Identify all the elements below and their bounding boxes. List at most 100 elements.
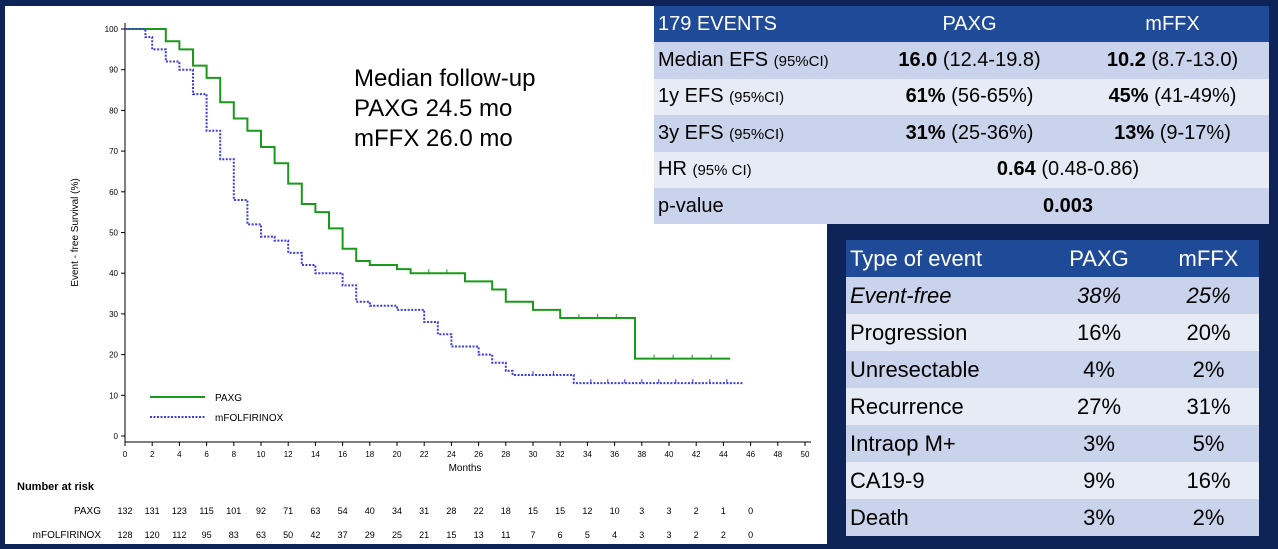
- event-paxg: 9%: [1040, 462, 1154, 499]
- event-row: CA19-9 9% 16%: [846, 462, 1259, 499]
- risk-count: 15: [555, 506, 566, 516]
- risk-count: 5: [584, 530, 590, 540]
- event-mffx: 5%: [1154, 425, 1259, 462]
- follow-up-text: Median follow-up PAXG 24.5 mo mFFX 26.0 …: [354, 64, 535, 154]
- event-paxg: 3%: [1040, 425, 1154, 462]
- efs-1y-mffx: 45% (41-49%): [1072, 78, 1269, 116]
- event-header-type: Type of event: [846, 240, 1040, 277]
- risk-count: 115: [199, 506, 214, 516]
- x-tick-label: 8: [232, 450, 237, 459]
- x-tick-label: 14: [311, 450, 320, 459]
- y-tick-label: 40: [109, 269, 118, 278]
- event-paxg: 27%: [1040, 388, 1154, 425]
- risk-count: 42: [310, 530, 321, 540]
- event-row: Recurrence 27% 31%: [846, 388, 1259, 425]
- y-tick-label: 100: [105, 25, 119, 34]
- risk-count: 7: [530, 530, 536, 540]
- risk-count: 132: [117, 506, 133, 516]
- risk-count: 37: [337, 530, 348, 540]
- risk-count: 40: [364, 506, 375, 516]
- risk-count: 63: [255, 530, 266, 540]
- event-mffx: 16%: [1154, 462, 1259, 499]
- risk-count: 4: [612, 530, 618, 540]
- y-tick-label: 90: [109, 66, 118, 75]
- follow-up-line2: PAXG 24.5 mo: [354, 95, 513, 122]
- risk-count: 34: [391, 506, 402, 516]
- efs-row-3y: 3y EFS (95%CI) 31% (25-36%) 13% (9-17%): [654, 115, 1269, 152]
- follow-up-line1: Median follow-up: [354, 65, 536, 92]
- risk-count: 112: [172, 530, 187, 540]
- event-type: Event-free: [846, 277, 1040, 314]
- x-tick-label: 6: [204, 450, 209, 459]
- y-tick-label: 10: [109, 391, 118, 400]
- event-paxg: 38%: [1040, 277, 1154, 314]
- risk-count: 92: [255, 506, 266, 516]
- event-mffx: 2%: [1154, 351, 1259, 388]
- event-row: Intraop M+ 3% 5%: [846, 425, 1259, 462]
- risk-count: 28: [446, 506, 457, 516]
- risk-count: 95: [201, 530, 212, 540]
- event-type: Unresectable: [846, 351, 1040, 388]
- efs-median-paxg: 16.0 (12.4-19.8): [863, 42, 1072, 79]
- risk-table: Number at risk PAXG mFOLFIRINOX 132 131 12…: [5, 476, 827, 544]
- efs-row-p: p-value 0.003: [654, 187, 1269, 225]
- x-tick-label: 32: [556, 450, 565, 459]
- x-tick-label: 24: [447, 450, 456, 459]
- event-type: CA19-9: [846, 462, 1040, 499]
- risk-count: 83: [228, 530, 239, 540]
- efs-header-mffx: mFFX: [1072, 6, 1269, 43]
- x-tick-label: 26: [474, 450, 483, 459]
- event-paxg: 3%: [1040, 499, 1154, 536]
- x-tick-label: 22: [420, 450, 429, 459]
- risk-count: 63: [310, 506, 321, 516]
- risk-count: 3: [639, 530, 645, 540]
- event-row: Death 3% 2%: [846, 499, 1259, 536]
- risk-count: 6: [557, 530, 563, 540]
- x-tick-label: 20: [393, 450, 402, 459]
- event-mffx: 20%: [1154, 314, 1259, 351]
- event-header-paxg: PAXG: [1040, 240, 1154, 277]
- efs-median-mffx: 10.2 (8.7-13.0): [1072, 42, 1269, 79]
- risk-count: 11: [501, 530, 511, 540]
- risk-count: 101: [226, 506, 242, 516]
- x-axis-title: Months: [449, 463, 482, 474]
- y-axis-title: Event - free Survival (%): [70, 178, 81, 286]
- x-tick-label: 10: [257, 450, 266, 459]
- risk-count: 2: [693, 530, 699, 540]
- x-tick-label: 30: [529, 450, 538, 459]
- risk-row-label-mffx: mFOLFIRINOX: [32, 530, 101, 541]
- event-row: Unresectable 4% 2%: [846, 351, 1259, 388]
- risk-count: 71: [283, 506, 294, 516]
- event-paxg: 4%: [1040, 351, 1154, 388]
- y-tick-label: 70: [109, 147, 118, 156]
- x-tick-label: 2: [150, 450, 155, 459]
- series-line-mfolfirinox: [125, 28, 744, 385]
- x-tick-label: 12: [284, 450, 293, 459]
- efs-p-label: p-value: [654, 187, 863, 225]
- event-mffx: 31%: [1154, 388, 1259, 425]
- event-type: Death: [846, 499, 1040, 536]
- legend-label-paxg: PAXG: [215, 393, 242, 404]
- efs-p-value: 0.003: [863, 187, 1269, 225]
- risk-count: 0: [748, 506, 754, 516]
- risk-count: 22: [473, 506, 484, 516]
- event-header-mffx: mFFX: [1154, 240, 1259, 277]
- x-tick-label: 16: [338, 450, 347, 459]
- risk-count: 1: [720, 506, 726, 516]
- risk-count: 12: [582, 506, 593, 516]
- y-tick-label: 30: [109, 310, 118, 319]
- x-tick-label: 28: [501, 450, 510, 459]
- efs-median-label: Median EFS (95%CI): [654, 42, 863, 79]
- risk-count: 21: [419, 530, 430, 540]
- event-paxg: 16%: [1040, 314, 1154, 351]
- risk-count: 120: [144, 530, 160, 540]
- risk-table-title: Number at risk: [17, 481, 95, 493]
- efs-3y-paxg: 31% (25-36%): [863, 115, 1072, 152]
- risk-count: 131: [144, 506, 160, 516]
- risk-count: 31: [419, 506, 430, 516]
- y-tick-label: 80: [109, 106, 118, 115]
- efs-header-paxg: PAXG: [863, 6, 1072, 43]
- x-tick-label: 42: [692, 450, 701, 459]
- risk-count: 128: [117, 530, 133, 540]
